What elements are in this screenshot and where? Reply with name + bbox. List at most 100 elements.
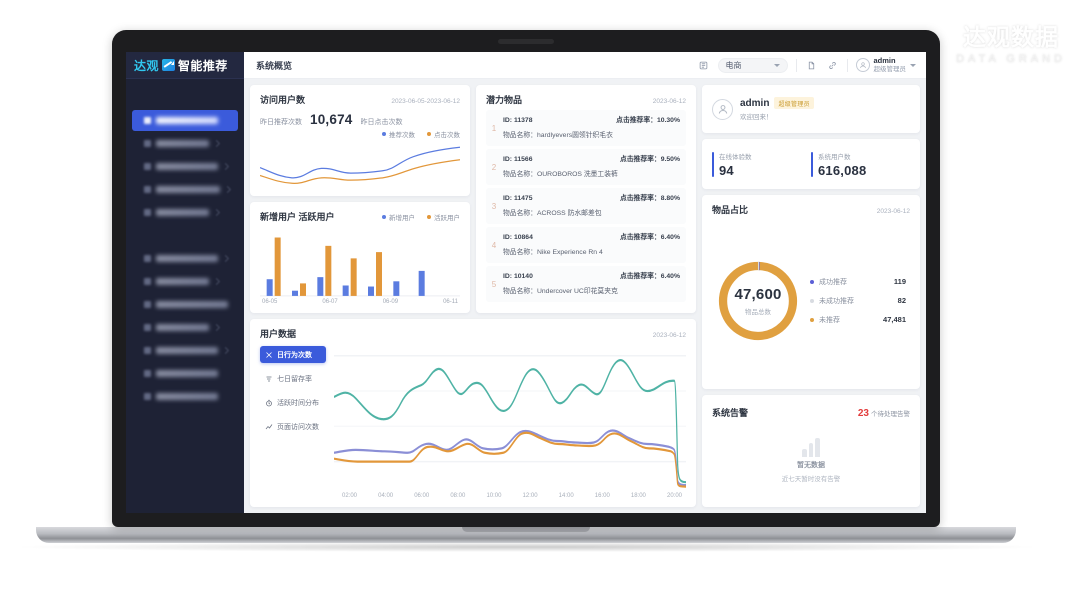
sidebar-item-4[interactable] xyxy=(132,179,238,200)
item-name: 物品名称：OUROBOROS 洗墨工装裤 xyxy=(503,171,618,178)
list-item[interactable]: 3 ID: 11475 点击推荐率：8.80% 物品名称：ACROSS 防水邮 xyxy=(486,188,686,224)
logo-mark-icon xyxy=(162,59,176,71)
sidebar-item-label xyxy=(156,278,210,285)
donut-slice-failed xyxy=(718,261,798,340)
item-id: ID: 10140 xyxy=(503,273,533,280)
legend-label: 活跃用户 xyxy=(434,214,460,222)
menu-icon xyxy=(144,186,151,193)
card-date: 2023-06-12 xyxy=(652,98,686,105)
user-data-body: 日行为次数 七日留存率 xyxy=(260,344,686,499)
x-tick: 04:00 xyxy=(378,493,394,499)
sidebar-item-8[interactable] xyxy=(132,294,238,315)
document-icon[interactable] xyxy=(805,59,818,72)
chevron-right-icon xyxy=(221,254,229,263)
item-row-top: ID: 11475 点击推荐率：8.80% xyxy=(503,192,680,202)
item-name: 物品名称：Nike Experience Rn 4 xyxy=(503,249,603,256)
sidebar-item-9[interactable] xyxy=(132,317,238,338)
chevron-right-icon xyxy=(213,323,221,332)
sidebar-item-label xyxy=(156,186,220,193)
list-item[interactable]: 5 ID: 10140 点击推荐率：6.40% 物品名称：Undercover xyxy=(486,266,686,302)
menu-icon xyxy=(144,393,151,400)
legend-item[interactable]: 未成功推荐 82 xyxy=(810,296,910,306)
legend-dot xyxy=(810,279,814,284)
legend-value: 82 xyxy=(897,296,906,305)
item-rank: 3 xyxy=(491,201,497,211)
sidebar-item-5[interactable] xyxy=(132,202,238,223)
series-line-3 xyxy=(334,431,686,488)
card-title: 物品占比 xyxy=(712,205,749,215)
laptop-shadow xyxy=(22,542,1032,552)
menu-icon xyxy=(144,347,151,354)
sidebar: 达观 智能推荐 xyxy=(126,52,244,513)
welcome-text: 欢迎回来！ xyxy=(740,114,773,121)
tab-page-visits[interactable]: 页面访问次数 xyxy=(260,418,326,435)
sidebar-item-3[interactable] xyxy=(132,156,238,177)
legend-item[interactable]: 点击次数 xyxy=(427,129,460,139)
legend-label: 未成功推荐 xyxy=(819,297,854,305)
chevron-right-icon xyxy=(213,208,221,217)
brand-logo[interactable]: 达观 智能推荐 xyxy=(126,52,244,79)
x-tick: 14:00 xyxy=(558,493,574,499)
user-menu[interactable]: admin 超级管理员 xyxy=(855,55,916,73)
x-tick: 18:00 xyxy=(630,493,646,499)
trend-icon xyxy=(265,423,273,429)
card-header: 用户数据 2023-06-12 xyxy=(260,327,686,340)
link-icon[interactable] xyxy=(826,59,839,72)
chevron-down-icon xyxy=(773,63,780,67)
top-row: 访问用户数 2023-06-05-2023-06-12 昨日推荐次数 10,67… xyxy=(250,85,696,313)
legend-item[interactable]: 未推荐 47,481 xyxy=(810,315,910,325)
sidebar-item-label xyxy=(156,347,218,354)
dashboard-board: 访问用户数 2023-06-05-2023-06-12 昨日推荐次数 10,67… xyxy=(244,79,926,513)
legend-label: 点击次数 xyxy=(434,132,460,139)
item-row-top: ID: 11566 点击推荐率：9.50% xyxy=(503,153,680,163)
legend-dot xyxy=(382,214,386,219)
bar-legend: 新增用户 活跃用户 xyxy=(382,212,460,222)
legend-item[interactable]: 成功推荐 119 xyxy=(810,277,910,287)
admin-welcome-card: admin 超级管理员 欢迎回来！ xyxy=(702,85,920,133)
tab-daily-behavior[interactable]: 日行为次数 xyxy=(260,346,326,363)
sidebar-item-7[interactable] xyxy=(132,271,238,292)
dashboard-icon xyxy=(144,117,151,124)
chevron-right-icon xyxy=(213,277,221,286)
app-root: 达观 智能推荐 xyxy=(126,52,926,513)
tab-retention[interactable]: 七日留存率 xyxy=(260,370,326,387)
legend-label: 新增用户 xyxy=(389,214,415,222)
kpi-recommend-label: 昨日推荐次数 xyxy=(260,119,302,126)
sidebar-item-label xyxy=(156,209,210,216)
bar-group-6 xyxy=(393,281,400,296)
list-item[interactable]: 1 ID: 11378 点击推荐率：10.30% 物品名称：hardlyeve xyxy=(486,110,686,146)
bar-group-1 xyxy=(266,237,281,296)
book-icon[interactable] xyxy=(697,59,710,72)
tab-active-time[interactable]: 活跃时间分布 xyxy=(260,394,326,411)
sidebar-item-overview[interactable] xyxy=(132,110,238,131)
card-date: 2023-06-12 xyxy=(876,208,910,215)
legend-label: 成功推荐 xyxy=(819,278,847,286)
industry-select[interactable]: 电商 xyxy=(717,57,788,73)
list-item[interactable]: 4 ID: 10864 点击推荐率：6.40% 物品名称：Nike Exper xyxy=(486,227,686,263)
system-alerts-card: 系统告警 23 个待处理告警 暂无数据 xyxy=(702,395,920,507)
legend-item[interactable]: 推荐次数 xyxy=(382,129,415,139)
sidebar-item-6[interactable] xyxy=(132,248,238,269)
list-item[interactable]: 2 ID: 11566 点击推荐率：9.50% 物品名称：OUROBOROS xyxy=(486,149,686,185)
legend-dot xyxy=(382,132,386,136)
tab-label: 页面访问次数 xyxy=(277,423,319,431)
legend-item[interactable]: 新增用户 xyxy=(382,212,415,222)
sidebar-item-12[interactable] xyxy=(132,386,238,407)
menu-icon xyxy=(144,140,151,147)
visit-legend: 推荐次数 点击次数 xyxy=(260,129,460,139)
user-name: admin xyxy=(873,55,896,65)
nav-group-title xyxy=(126,225,244,246)
watermark-cn: 达观数据 xyxy=(963,24,1060,50)
alert-count: 23 xyxy=(857,408,869,419)
user-meta: admin 超级管理员 xyxy=(873,55,907,73)
tab-label: 七日留存率 xyxy=(277,375,312,383)
sidebar-item-2[interactable] xyxy=(132,133,238,154)
x-tick: 16:00 xyxy=(594,493,610,499)
legend-item[interactable]: 活跃用户 xyxy=(427,212,460,222)
sidebar-item-10[interactable] xyxy=(132,340,238,361)
sidebar-nav xyxy=(126,79,244,513)
watermark: 达观数据 DATA GRAND xyxy=(956,24,1066,66)
item-ctr: 点击推荐率：6.40% xyxy=(619,273,680,280)
sidebar-item-11[interactable] xyxy=(132,363,238,384)
x-tick: 08:00 xyxy=(450,493,466,499)
